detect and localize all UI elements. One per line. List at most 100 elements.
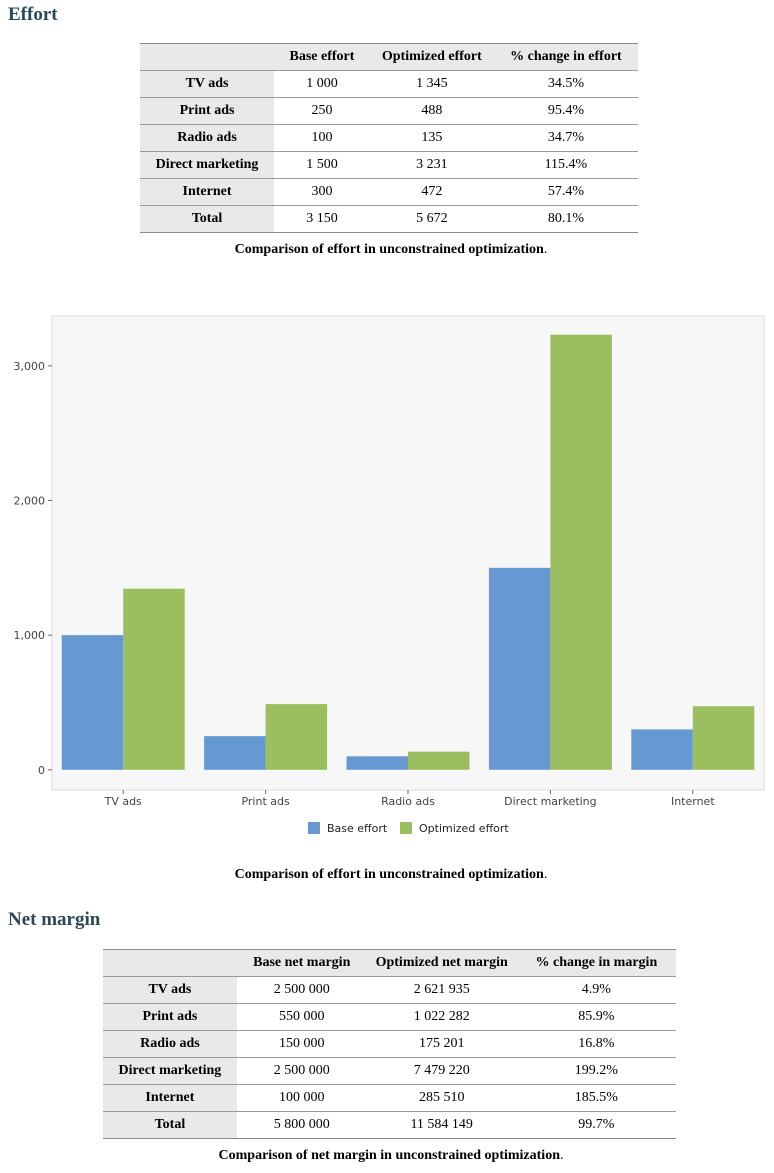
bar-base-effort	[61, 635, 124, 770]
table-cell: 100 000	[236, 1084, 367, 1112]
table-cell: 34.5%	[493, 70, 638, 98]
table-row: Radio ads 150 000 175 201 16.8%	[103, 1030, 676, 1058]
table-cell: 16.8%	[516, 1030, 676, 1058]
table-row: Internet 100 000 285 510 185.5%	[103, 1084, 676, 1112]
table-row: Direct marketing 1 500 3 231 115.4%	[140, 151, 638, 179]
table-cell: 185.5%	[516, 1084, 676, 1112]
table-cell: 1 000	[274, 70, 370, 98]
bar-base-effort	[204, 736, 266, 770]
legend-swatch	[400, 822, 412, 834]
column-header: Base net margin	[236, 949, 367, 977]
table-cell: 85.9%	[516, 1003, 676, 1031]
table-cell: 3 231	[369, 151, 494, 179]
effort-bar-chart: 0 1,000 2,000 3,000 TV ads Print ads Radio ad…	[14, 315, 765, 835]
table-row-total: Total 3 150 5 672 80.1%	[140, 205, 638, 233]
effort-chart-caption: Comparison of effort in unconstrained op…	[234, 867, 548, 882]
table-cell: 285 510	[366, 1084, 517, 1112]
row-label: Internet	[103, 1084, 237, 1112]
column-header	[103, 949, 237, 977]
table-cell: 100	[274, 124, 370, 152]
row-label: Print ads	[103, 1003, 237, 1031]
table-cell: 80.1%	[493, 205, 638, 233]
table-row: TV ads 1 000 1 345 34.5%	[140, 70, 638, 98]
column-header: Base effort	[274, 43, 370, 71]
row-label: Radio ads	[103, 1030, 237, 1058]
bar-optimized-effort	[408, 751, 470, 770]
table-cell: 175 201	[366, 1030, 517, 1058]
table-cell: 199.2%	[516, 1057, 676, 1085]
bar-optimized-effort	[123, 588, 185, 770]
table-cell: 5 672	[369, 205, 494, 233]
table-cell: 2 500 000	[236, 1057, 367, 1085]
row-label: Direct marketing	[103, 1057, 237, 1085]
effort-heading: Effort	[8, 4, 58, 25]
column-header: Optimized effort	[369, 43, 494, 71]
row-label: TV ads	[103, 976, 237, 1004]
bar-base-effort	[488, 567, 551, 770]
legend-swatch	[308, 822, 320, 834]
table-row: Radio ads 100 135 34.7%	[140, 124, 638, 152]
y-tick-label: 2,000	[14, 494, 46, 507]
net-margin-table-caption: Comparison of net margin in unconstraine…	[218, 1148, 564, 1163]
table-header-row: Base net margin Optimized net margin % c…	[103, 949, 676, 977]
effort-table-caption: Comparison of effort in unconstrained op…	[234, 242, 548, 257]
table-header-row: Base effort Optimized effort % change in…	[140, 43, 638, 71]
table-cell: 488	[369, 97, 494, 125]
bars	[61, 334, 755, 770]
table-cell: 3 150	[274, 205, 370, 233]
y-tick-label: 0	[38, 764, 45, 777]
table-row: Internet 300 472 57.4%	[140, 178, 638, 206]
column-header: Optimized net margin	[366, 949, 517, 977]
column-header: % change in effort	[493, 43, 638, 71]
y-tick-label: 1,000	[14, 629, 46, 642]
x-axis: TV ads Print ads Radio ads Direct marketing…	[104, 790, 715, 808]
x-tick-label: Direct marketing	[504, 795, 596, 808]
x-tick-label: TV ads	[104, 795, 142, 808]
table-cell: 95.4%	[493, 97, 638, 125]
bar-optimized-effort	[265, 704, 328, 770]
row-label: Direct marketing	[140, 151, 275, 179]
effort-table: Base effort Optimized effort % change in…	[140, 43, 638, 233]
bar-base-effort	[631, 729, 693, 770]
table-row: Print ads 550 000 1 022 282 85.9%	[103, 1003, 676, 1031]
table-cell: 250	[274, 97, 370, 125]
bar-optimized-effort	[692, 706, 755, 770]
table-cell: 115.4%	[493, 151, 638, 179]
net-margin-heading: Net margin	[8, 909, 101, 930]
table-cell: 300	[274, 178, 370, 206]
table-cell: 150 000	[236, 1030, 367, 1058]
y-tick-label: 3,000	[14, 360, 46, 373]
table-cell: 99.7%	[516, 1111, 676, 1139]
legend-label: Optimized effort	[419, 822, 509, 835]
row-label: Internet	[140, 178, 275, 206]
table-row: Print ads 250 488 95.4%	[140, 97, 638, 125]
row-label: TV ads	[140, 70, 275, 98]
bar-base-effort	[346, 756, 408, 770]
table-cell: 135	[369, 124, 494, 152]
bar-optimized-effort	[550, 334, 612, 770]
x-tick-label: Radio ads	[381, 795, 435, 808]
x-tick-label: Print ads	[241, 795, 290, 808]
row-label: Radio ads	[140, 124, 275, 152]
table-row-total: Total 5 800 000 11 584 149 99.7%	[103, 1111, 676, 1139]
table-cell: 1 500	[274, 151, 370, 179]
row-label: Print ads	[140, 97, 275, 125]
column-header	[140, 43, 275, 71]
column-header: % change in margin	[516, 949, 676, 977]
row-label: Total	[103, 1111, 237, 1139]
table-cell: 34.7%	[493, 124, 638, 152]
table-cell: 1 345	[369, 70, 494, 98]
table-cell: 550 000	[236, 1003, 367, 1031]
row-label: Total	[140, 205, 275, 233]
table-cell: 2 500 000	[236, 976, 367, 1004]
table-cell: 4.9%	[516, 976, 676, 1004]
y-axis: 0 1,000 2,000 3,000	[14, 360, 52, 777]
table-cell: 2 621 935	[366, 976, 517, 1004]
legend: Base effort Optimized effort	[308, 822, 509, 835]
table-cell: 57.4%	[493, 178, 638, 206]
table-cell: 472	[369, 178, 494, 206]
table-row: TV ads 2 500 000 2 621 935 4.9%	[103, 976, 676, 1004]
net-margin-table: Base net margin Optimized net margin % c…	[103, 949, 676, 1139]
table-cell: 7 479 220	[366, 1057, 517, 1085]
table-cell: 1 022 282	[366, 1003, 517, 1031]
